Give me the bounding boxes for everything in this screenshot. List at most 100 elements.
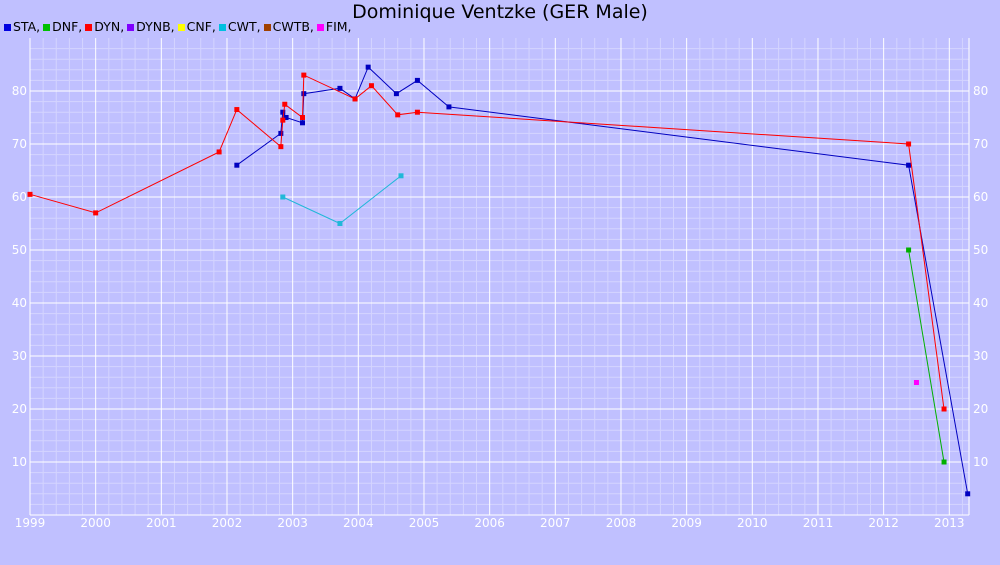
legend-item: CWTB,	[263, 19, 314, 35]
data-point-sta	[234, 162, 240, 168]
series-dnf	[906, 247, 947, 465]
data-point-sta	[906, 162, 912, 168]
legend-swatch	[127, 23, 135, 31]
data-point-dyn	[906, 141, 912, 147]
legend-swatch	[177, 23, 185, 31]
data-point-sta	[300, 120, 306, 126]
data-point-dyn	[278, 144, 284, 150]
series-line-dyn	[29, 74, 945, 410]
y-tick-label-right: 30	[973, 349, 988, 363]
data-point-sta	[393, 91, 399, 97]
y-tick-label-left: 60	[12, 190, 27, 204]
legend-label: CWT,	[227, 19, 261, 34]
y-tick-label-right: 50	[973, 243, 988, 257]
legend-swatch	[263, 23, 271, 31]
y-tick-label-right: 70	[973, 137, 988, 151]
data-point-cwt	[280, 194, 286, 200]
x-tick-label: 2012	[868, 516, 899, 530]
data-point-dyn	[27, 191, 33, 197]
x-tick-label: 2005	[409, 516, 440, 530]
legend-label: CNF,	[186, 19, 216, 34]
legend-item: CWT,	[218, 19, 261, 35]
legend-item: STA,	[4, 19, 40, 35]
y-tick-label-left: 20	[12, 402, 27, 416]
data-point-sta	[337, 85, 343, 91]
y-tick-label-right: 60	[973, 190, 988, 204]
major-grid	[29, 38, 969, 515]
data-point-dyn	[234, 107, 240, 113]
data-point-dyn	[280, 117, 286, 123]
data-point-dyn	[301, 72, 307, 78]
x-tick-label: 2006	[474, 516, 505, 530]
data-point-dyn	[300, 115, 306, 120]
y-tick-label-left: 10	[12, 455, 27, 469]
legend-label: DNF,	[52, 19, 83, 34]
series-layer	[27, 64, 971, 497]
y-tick-label-left: 80	[12, 84, 27, 98]
series-line-dnf	[908, 249, 945, 463]
legend-item: DNF,	[43, 19, 82, 35]
x-tick-label: 2002	[212, 516, 243, 530]
x-tick-label: 2011	[803, 516, 834, 530]
legend-label: DYN,	[94, 19, 125, 34]
x-tick-label: 2003	[277, 516, 308, 530]
data-point-sta	[280, 109, 286, 115]
y-tick-label-right: 80	[973, 84, 988, 98]
legend-label: CWTB,	[272, 19, 314, 34]
legend-swatch	[43, 23, 51, 31]
x-tick-label: 2010	[737, 516, 768, 530]
data-point-sta	[365, 64, 371, 70]
data-point-sta	[301, 91, 307, 97]
y-tick-label-right: 40	[973, 296, 988, 310]
data-point-sta	[283, 115, 289, 120]
series-fim	[913, 380, 919, 385]
data-point-dnf	[941, 459, 947, 465]
x-tick-label: 2001	[146, 516, 177, 530]
axes-frame	[29, 38, 970, 516]
y-tick-label-left: 70	[12, 137, 27, 151]
x-tick-label: 2007	[540, 516, 571, 530]
legend-label: DYNB,	[136, 19, 175, 34]
y-tick-label-left: 40	[12, 296, 27, 310]
legend-item: DYNB,	[127, 19, 175, 35]
x-tick-label: 2009	[671, 516, 702, 530]
legend-label: FIM,	[325, 19, 352, 34]
legend: STA, DNF, DYN, DYNB, CNF, CWT, CWTB, FIM,	[4, 19, 355, 35]
x-tick-label: 2013	[934, 516, 965, 530]
x-tick-label: 2004	[343, 516, 374, 530]
chart-title: Dominique Ventzke (GER Male)	[352, 1, 648, 23]
x-tick-label: 2000	[80, 516, 111, 530]
series-line-cwt	[282, 175, 402, 225]
data-point-dyn	[941, 406, 947, 412]
tick-labels: 10 10 20 20 30 30 40 40 50 50 60 60 70 70 80 80 1999 2000…	[12, 84, 989, 530]
legend-swatch	[4, 23, 11, 31]
data-point-dyn	[352, 96, 358, 102]
y-tick-label-right: 10	[973, 455, 988, 469]
data-point-dyn	[93, 210, 99, 216]
legend-swatch	[218, 23, 226, 31]
data-point-dyn	[368, 83, 374, 89]
data-point-cwt	[337, 221, 343, 226]
y-tick-label-right: 20	[973, 402, 988, 416]
data-point-sta	[965, 491, 971, 497]
data-point-dnf	[906, 247, 912, 253]
x-tick-label: 1999	[15, 516, 46, 530]
data-point-fim	[913, 380, 919, 385]
legend-item: DYN,	[85, 19, 124, 35]
minor-grid	[30, 38, 969, 515]
y-tick-label-left: 50	[12, 243, 27, 257]
data-point-dyn	[216, 149, 222, 155]
data-point-dyn	[282, 101, 288, 107]
legend-swatch	[85, 23, 93, 31]
data-point-sta	[414, 77, 420, 83]
legend-swatch	[316, 23, 324, 31]
data-point-cwt	[398, 173, 404, 179]
legend-item: FIM,	[316, 19, 352, 35]
data-point-sta	[446, 104, 452, 110]
y-tick-label-left: 30	[12, 349, 27, 363]
series-dyn	[27, 72, 947, 412]
legend-item: CNF,	[177, 19, 216, 35]
legend-label: STA,	[13, 19, 41, 34]
data-point-dyn	[414, 109, 420, 115]
